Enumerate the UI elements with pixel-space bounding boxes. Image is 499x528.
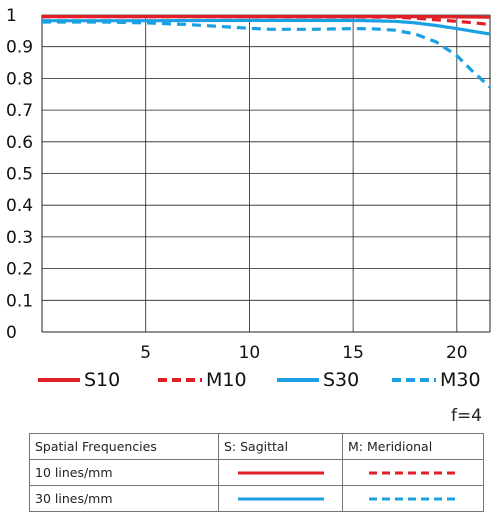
y-tick-label: 0.2 [6,260,33,280]
swatch-s10 [218,459,343,486]
x-tick-label: 10 [239,343,261,363]
header-spatial-frequencies: Spatial Frequencies [29,433,219,460]
x-tick-label: 20 [446,343,468,363]
header-sagittal: S: Sagittal [218,433,343,460]
series-line-s30 [42,18,491,36]
y-tick-label: 0 [6,323,17,343]
y-tick-label: 0.7 [6,101,33,121]
x-tick-label: 15 [342,343,364,363]
series-line-m10 [42,15,491,27]
header-meridional: M: Meridional [342,433,484,460]
legend-label-m30: M30 [440,369,481,391]
swatch-m10 [342,459,484,486]
legend-label-m10: M10 [206,369,247,391]
swatch-s30 [218,485,343,512]
y-tick-label: 0.3 [6,228,33,248]
y-tick-label: 1 [6,6,17,26]
mtf-chart: 00.10.20.30.40.50.60.70.80.915 10 15 20 [6,6,492,363]
legend-label-s10: S10 [84,369,121,391]
swatch-m30 [342,485,484,512]
legend-item-s10: S10 [36,364,120,396]
y-tick-label: 0.6 [6,133,33,153]
legend: S10 M10 S30 M30 [0,364,499,396]
spatial-frequency-table: Spatial Frequencies S: Sagittal M: Merid… [29,433,484,512]
table-row: 30 lines/mm [29,485,484,512]
axis-labels: 00.10.20.30.40.50.60.70.80.915 10 15 20 [6,6,468,363]
y-tick-label: 0.8 [6,69,33,89]
series-line-s10 [42,15,491,19]
x-tick-label: 5 [140,343,151,363]
legend-item-m30: M30 [390,364,481,396]
aperture-label: f=4 [450,406,482,426]
legend-item-s30: S30 [275,364,359,396]
y-tick-label: 0.1 [6,291,33,311]
table-row: 10 lines/mm [29,459,484,486]
y-tick-label: 0.5 [6,165,33,185]
legend-item-m10: M10 [156,364,247,396]
table-header-row: Spatial Frequencies S: Sagittal M: Merid… [29,433,484,460]
legend-label-s30: S30 [323,369,360,391]
y-tick-label: 0.9 [6,38,33,58]
row-label-30: 30 lines/mm [29,485,219,512]
y-tick-label: 0.4 [6,196,33,216]
series-lines [42,15,492,89]
row-label-10: 10 lines/mm [29,459,219,486]
grid-lines [41,14,491,333]
series-line-m30 [42,20,492,89]
